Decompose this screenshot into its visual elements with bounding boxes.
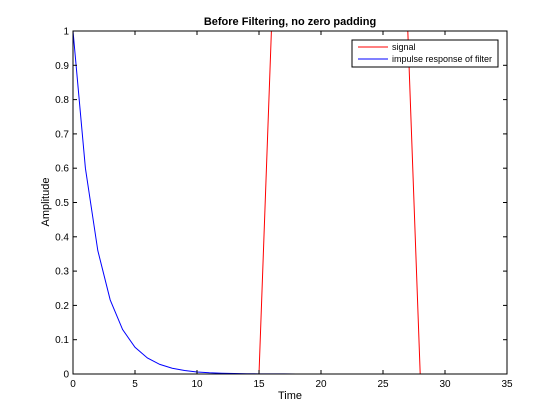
x-tick-label: 30 bbox=[439, 379, 451, 390]
chart-title: Before Filtering, no zero padding bbox=[204, 16, 376, 28]
y-tick-label: 0.7 bbox=[55, 129, 69, 140]
y-tick-label: 0.5 bbox=[55, 198, 69, 209]
y-tick-label: 0 bbox=[63, 370, 69, 381]
y-tick-label: 0.2 bbox=[55, 301, 69, 312]
x-tick-label: 0 bbox=[70, 379, 76, 390]
legend: signal impulse response of filter bbox=[352, 40, 498, 67]
y-tick-label: 0.1 bbox=[55, 335, 69, 346]
x-tick-label: 5 bbox=[132, 379, 138, 390]
y-tick-label: 0.8 bbox=[55, 95, 69, 106]
x-tick-label: 20 bbox=[315, 379, 327, 390]
legend-label-impulse-response: impulse response of filter bbox=[392, 54, 492, 64]
x-tick-label: 35 bbox=[501, 379, 513, 390]
y-tick-label: 1 bbox=[63, 27, 69, 38]
y-tick-label: 0.4 bbox=[55, 232, 69, 243]
legend-label-signal: signal bbox=[392, 42, 416, 52]
y-tick-label: 0.9 bbox=[55, 61, 69, 72]
x-tick-label: 15 bbox=[253, 379, 265, 390]
plot-area bbox=[73, 31, 507, 374]
y-tick-label: 0.3 bbox=[55, 267, 69, 278]
x-tick-label: 10 bbox=[191, 379, 203, 390]
y-axis-label: Amplitude bbox=[40, 178, 52, 227]
y-tick-label: 0.6 bbox=[55, 164, 69, 175]
x-tick-label: 25 bbox=[377, 379, 389, 390]
x-axis-label: Time bbox=[278, 390, 302, 402]
